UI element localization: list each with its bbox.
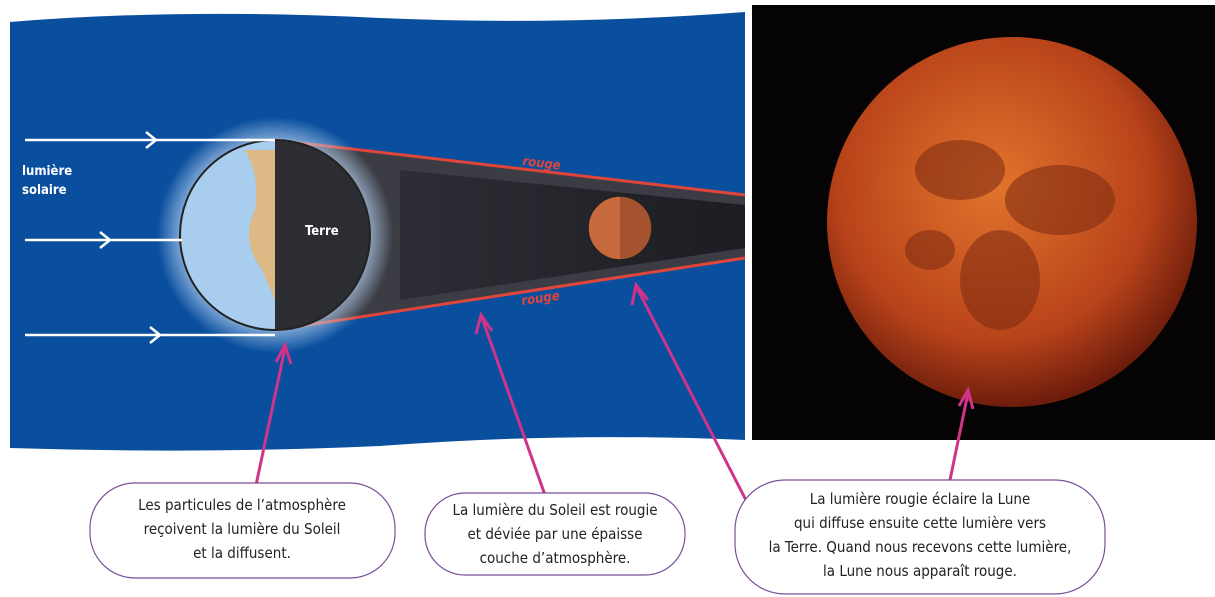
earth-label: Terre <box>305 224 339 239</box>
caption-line: couche d’atmosphère. <box>480 549 631 567</box>
moon-photo <box>827 37 1197 407</box>
sunlight-label: lumière <box>22 164 72 179</box>
caption-line: La lumière du Soleil est rougie <box>452 501 657 519</box>
diagram: lumière solaire Terre rouge rouge Les pa… <box>0 0 1215 597</box>
caption-line: la Terre. Quand nous recevons cette lumi… <box>769 538 1072 556</box>
caption-line: et déviée par une épaisse <box>467 525 642 543</box>
caption-line: qui diffuse ensuite cette lumière vers <box>794 514 1046 532</box>
caption-line: la Lune nous apparaît rouge. <box>823 562 1017 580</box>
caption-line: La lumière rougie éclaire la Lune <box>810 490 1031 508</box>
sunlight-label: solaire <box>22 183 67 198</box>
caption-line: et la diffusent. <box>193 544 291 562</box>
caption-line: Les particules de l’atmosphère <box>138 496 346 514</box>
caption-line: reçoivent la lumière du Soleil <box>144 520 341 538</box>
